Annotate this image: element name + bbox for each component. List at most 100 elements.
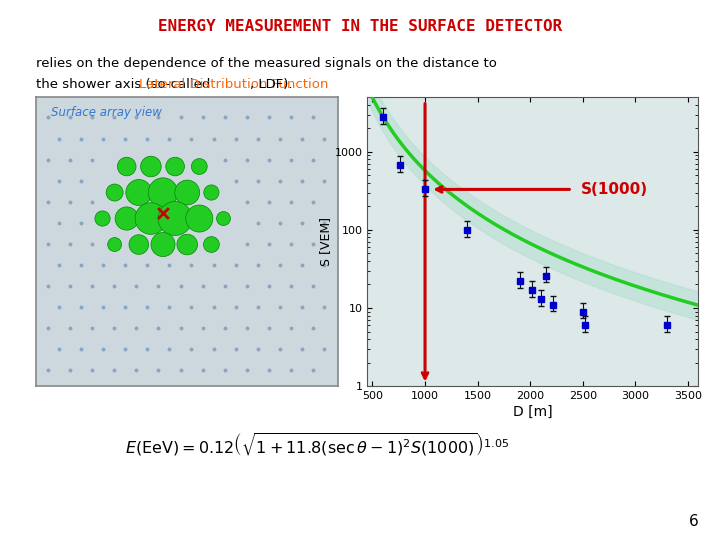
- Point: [252, 219, 264, 227]
- Point: [175, 113, 186, 122]
- Point: [263, 113, 274, 122]
- Point: [42, 113, 54, 122]
- Point: [274, 261, 286, 269]
- Point: [206, 240, 217, 249]
- Point: [109, 240, 120, 249]
- Text: ENERGY MEASUREMENT IN THE SURFACE DETECTOR: ENERGY MEASUREMENT IN THE SURFACE DETECT…: [158, 19, 562, 34]
- Point: [241, 282, 253, 291]
- Point: [42, 240, 54, 248]
- Point: [307, 240, 319, 248]
- Point: [42, 156, 54, 164]
- Point: [263, 282, 274, 291]
- Point: [241, 156, 253, 164]
- Point: [76, 134, 87, 143]
- Point: [142, 345, 153, 354]
- Point: [86, 113, 98, 122]
- Point: [208, 261, 220, 269]
- Point: [142, 261, 153, 269]
- Point: [53, 219, 65, 227]
- Point: [64, 282, 76, 291]
- Point: [157, 188, 168, 197]
- Point: [64, 156, 76, 164]
- Point: [230, 261, 241, 269]
- Point: [197, 324, 208, 333]
- Point: [175, 324, 186, 333]
- Text: relies on the dependence of the measured signals on the distance to: relies on the dependence of the measured…: [36, 57, 497, 70]
- Point: [263, 366, 274, 375]
- Point: [186, 345, 197, 354]
- Point: [96, 214, 108, 223]
- Point: [285, 240, 297, 248]
- Point: [208, 345, 220, 354]
- Point: [64, 324, 76, 333]
- X-axis label: D [m]: D [m]: [513, 405, 553, 419]
- Point: [296, 303, 307, 312]
- Point: [285, 156, 297, 164]
- Point: [241, 240, 253, 248]
- Point: [296, 177, 307, 185]
- Point: [64, 240, 76, 248]
- Point: [186, 303, 197, 312]
- Point: [175, 366, 186, 375]
- Point: [197, 113, 208, 122]
- Point: [318, 219, 330, 227]
- Point: [109, 113, 120, 122]
- Point: [181, 188, 193, 197]
- Point: [197, 366, 208, 375]
- Text: , LDF).: , LDF).: [250, 78, 292, 91]
- Point: [86, 240, 98, 248]
- Point: [252, 261, 264, 269]
- Point: [64, 198, 76, 206]
- Point: [307, 156, 319, 164]
- Point: [109, 366, 120, 375]
- Point: [241, 113, 253, 122]
- Point: [53, 261, 65, 269]
- Point: [186, 261, 197, 269]
- Point: [76, 177, 87, 185]
- Point: [76, 303, 87, 312]
- Point: [252, 345, 264, 354]
- Point: [219, 113, 230, 122]
- Point: [194, 162, 205, 171]
- Point: [241, 366, 253, 375]
- Y-axis label: S [VEM]: S [VEM]: [318, 217, 332, 266]
- Point: [53, 177, 65, 185]
- Point: [318, 303, 330, 312]
- Point: [163, 345, 175, 354]
- Point: [217, 214, 229, 223]
- Point: [307, 198, 319, 206]
- Point: [274, 177, 286, 185]
- Point: [274, 345, 286, 354]
- Point: [120, 134, 131, 143]
- Point: [263, 240, 274, 248]
- Point: [97, 345, 109, 354]
- Point: [42, 282, 54, 291]
- Point: [219, 366, 230, 375]
- Point: [76, 345, 87, 354]
- Point: [130, 324, 142, 333]
- Point: [142, 303, 153, 312]
- Point: [318, 261, 330, 269]
- Text: the shower axis (so-called: the shower axis (so-called: [36, 78, 215, 91]
- Point: [86, 156, 98, 164]
- Point: [307, 324, 319, 333]
- Point: [181, 240, 193, 249]
- Point: [241, 198, 253, 206]
- Point: [263, 324, 274, 333]
- Point: [169, 214, 181, 223]
- Point: [285, 366, 297, 375]
- Point: [318, 177, 330, 185]
- Point: [121, 214, 132, 223]
- Point: [186, 134, 197, 143]
- Point: [133, 240, 145, 249]
- Point: [252, 134, 264, 143]
- Text: S(1000): S(1000): [580, 182, 648, 197]
- Point: [157, 208, 168, 217]
- Point: [194, 214, 205, 223]
- Point: [285, 324, 297, 333]
- Text: Surface array view: Surface array view: [51, 106, 162, 119]
- Point: [263, 156, 274, 164]
- Point: [133, 188, 145, 197]
- Point: [142, 134, 153, 143]
- Point: [76, 219, 87, 227]
